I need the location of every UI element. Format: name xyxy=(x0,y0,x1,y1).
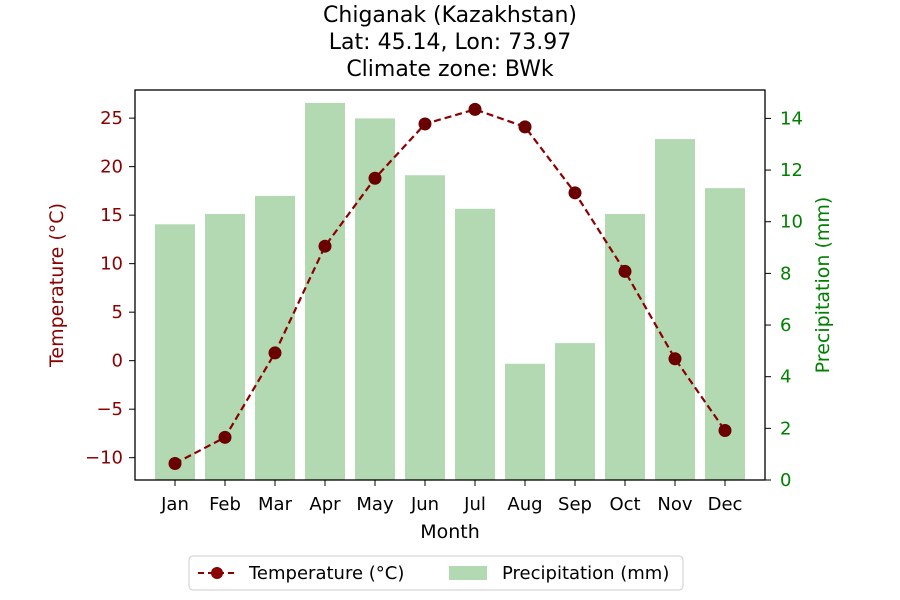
temperature-point-may xyxy=(368,171,382,185)
x-tick-label: Apr xyxy=(309,494,341,515)
x-tick-label: Aug xyxy=(507,494,542,515)
precipitation-bar-nov xyxy=(655,139,695,480)
legend-precipitation-label: Precipitation (mm) xyxy=(502,563,669,584)
right-y-tick-label: 2 xyxy=(780,418,791,439)
right-y-tick-label: 14 xyxy=(780,108,803,129)
precipitation-bar-aug xyxy=(505,363,545,480)
chart-title-line-1: Chiganak (Kazakhstan) xyxy=(323,3,577,28)
left-y-axis-ticks: −10 −5 0 5 10 15 20 25 xyxy=(85,108,135,469)
legend-temperature-label: Temperature (°C) xyxy=(248,563,404,584)
precipitation-bar-apr xyxy=(305,102,345,480)
x-tick-label: Feb xyxy=(209,494,241,515)
right-y-tick-label: 10 xyxy=(780,212,803,233)
temperature-line xyxy=(168,102,732,471)
temperature-point-nov xyxy=(668,352,682,366)
axes xyxy=(134,89,766,481)
right-y-axis-ticks: 0 2 4 6 8 10 12 14 xyxy=(765,108,803,491)
x-tick-label: Jul xyxy=(463,494,486,515)
left-y-tick-label: 5 xyxy=(112,302,123,323)
temperature-point-oct xyxy=(618,264,632,278)
right-y-tick-label: 12 xyxy=(780,160,803,181)
chart-title-line-2: Lat: 45.14, Lon: 73.97 xyxy=(329,30,571,55)
x-tick-label: Jan xyxy=(160,494,189,515)
x-axis-ticks: Jan Feb Mar Apr May Jun Jul Aug Sep Oct Nov Dec xyxy=(160,480,742,515)
precipitation-bars xyxy=(155,102,745,481)
temperature-point-feb xyxy=(218,430,232,444)
left-y-tick-label: 0 xyxy=(112,351,123,372)
x-tick-label: Mar xyxy=(258,494,293,515)
chart-title-line-3: Climate zone: BWk xyxy=(346,57,554,82)
temperature-point-jun xyxy=(418,117,432,131)
precipitation-bar-sep xyxy=(555,343,595,480)
x-tick-label: Jun xyxy=(410,494,439,515)
precipitation-bar-mar xyxy=(255,195,295,480)
precipitation-bar-oct xyxy=(605,213,645,480)
temperature-point-aug xyxy=(518,120,532,134)
temperature-line-path xyxy=(174,108,726,465)
right-y-axis-label: Precipitation (mm) xyxy=(812,197,834,374)
x-tick-label: Oct xyxy=(609,494,640,515)
left-y-tick-label: 20 xyxy=(100,157,123,178)
temperature-point-sep xyxy=(568,186,582,200)
temperature-point-mar xyxy=(268,346,282,360)
legend: Temperature (°C) Precipitation (mm) xyxy=(188,555,684,591)
temperature-point-jul xyxy=(468,102,482,116)
legend-precipitation-swatch xyxy=(449,566,487,580)
left-y-tick-label: 10 xyxy=(100,254,123,275)
left-y-tick-label: 15 xyxy=(100,205,123,226)
precipitation-bar-jul xyxy=(455,208,495,480)
left-y-tick-label: 25 xyxy=(100,108,123,129)
temperature-point-dec xyxy=(718,424,732,438)
x-tick-label: Dec xyxy=(708,494,743,515)
right-y-tick-label: 0 xyxy=(780,470,791,491)
left-y-axis-label: Temperature (°C) xyxy=(46,203,68,368)
precipitation-bar-jan xyxy=(155,224,195,480)
right-y-tick-label: 8 xyxy=(780,263,791,284)
precipitation-bar-jun xyxy=(405,175,445,480)
temperature-point-jan xyxy=(168,457,182,471)
left-y-tick-label: −10 xyxy=(85,448,123,469)
plot-frame xyxy=(134,89,766,481)
x-tick-label: Nov xyxy=(657,494,692,515)
left-y-tick-label: −5 xyxy=(96,399,123,420)
x-tick-label: May xyxy=(356,494,394,515)
x-axis-label: Month xyxy=(420,521,480,543)
right-y-tick-label: 4 xyxy=(780,367,791,388)
temperature-point-apr xyxy=(318,239,332,253)
legend-temperature-marker xyxy=(211,567,223,579)
x-tick-label: Sep xyxy=(558,494,592,515)
legend-frame xyxy=(188,555,684,591)
right-y-tick-label: 6 xyxy=(780,315,791,336)
